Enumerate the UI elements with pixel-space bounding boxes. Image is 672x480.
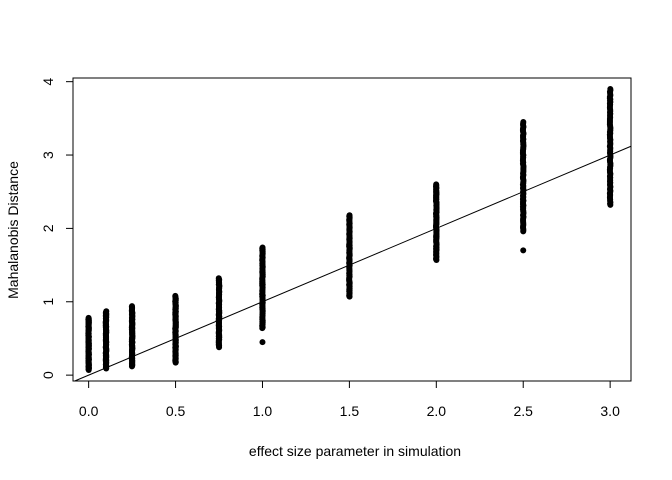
x-axis: 0.0 0.5 1.0 1.5 2.0 2.5 3.0 — [79, 381, 620, 419]
data-point — [85, 314, 92, 321]
data-point — [346, 212, 353, 219]
plot-frame — [72, 77, 632, 382]
reference-line — [74, 145, 632, 382]
data-point — [520, 119, 527, 126]
y-tick-label: 0 — [40, 371, 56, 379]
x-tick-label: 3.0 — [600, 403, 620, 419]
x-tick-label: 0.0 — [79, 403, 99, 419]
x-tick-label: 1.0 — [253, 403, 273, 419]
x-tick-label: 2.0 — [427, 403, 447, 419]
data-point — [520, 247, 527, 254]
y-axis: 0 1 2 3 4 — [40, 78, 73, 379]
data-point — [433, 181, 440, 188]
reference-line-layer — [74, 145, 632, 382]
data-point — [259, 339, 266, 346]
data-point — [215, 275, 222, 282]
x-tick-label: 1.5 — [340, 403, 360, 419]
x-tick-label: 2.5 — [513, 403, 533, 419]
y-axis-title: Mahalanobis Distance — [5, 161, 21, 299]
y-tick-label: 2 — [40, 224, 56, 232]
y-tick-label: 1 — [40, 298, 56, 306]
data-point — [128, 303, 135, 310]
y-tick-label: 4 — [40, 78, 56, 86]
x-tick-label: 0.5 — [166, 403, 186, 419]
data-point — [103, 308, 110, 315]
y-tick-label: 3 — [40, 151, 56, 159]
x-axis-title: effect size parameter in simulation — [249, 443, 461, 459]
data-point — [607, 86, 614, 93]
data-point — [172, 292, 179, 299]
data-point — [259, 244, 266, 251]
points-layer — [85, 86, 614, 373]
